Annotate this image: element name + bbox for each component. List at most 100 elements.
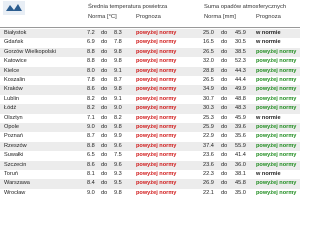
forecast: powyżej normy bbox=[256, 161, 297, 168]
cell: do bbox=[101, 133, 108, 140]
forecast: powyżej normy bbox=[136, 133, 177, 140]
cell: 9.6 bbox=[114, 161, 122, 168]
cell: 38.1 bbox=[235, 171, 246, 177]
cell: do bbox=[221, 133, 228, 140]
row-stripe bbox=[0, 29, 300, 39]
cell: 8.8 bbox=[87, 142, 95, 149]
cell: 9.0 bbox=[87, 124, 95, 130]
cell: 9.0 bbox=[87, 189, 95, 196]
cell: 8.2 bbox=[87, 105, 95, 112]
city: Gorzów Wielkopolski bbox=[4, 48, 56, 55]
cell: 55.9 bbox=[235, 142, 246, 149]
city: Rzeszów bbox=[4, 142, 27, 149]
logo bbox=[3, 1, 25, 15]
cell: 35.0 bbox=[235, 189, 246, 196]
forecast: powyżej normy bbox=[136, 77, 177, 83]
cell: 16.5 bbox=[203, 39, 214, 46]
city: Białystok bbox=[4, 30, 27, 36]
cell: 48.3 bbox=[235, 105, 246, 112]
cell: 45.9 bbox=[235, 30, 246, 36]
forecast: powyżej normy bbox=[136, 105, 177, 112]
cell: 9.0 bbox=[114, 105, 122, 112]
cell: do bbox=[221, 171, 228, 177]
row-stripe bbox=[0, 85, 300, 95]
cell: 8.3 bbox=[114, 30, 122, 36]
cell: 9.8 bbox=[114, 48, 122, 55]
forecast: powyżej normy bbox=[136, 189, 177, 196]
cell: do bbox=[101, 58, 108, 65]
cell: do bbox=[101, 77, 108, 83]
cell: do bbox=[221, 95, 228, 102]
forecast: powyżej normy bbox=[136, 114, 177, 121]
cell: do bbox=[221, 114, 228, 121]
city: Kielce bbox=[4, 67, 20, 74]
cell: 26.5 bbox=[203, 77, 214, 83]
cell: do bbox=[101, 124, 108, 130]
cell: 23.6 bbox=[203, 161, 214, 168]
forecast: powyżej normy bbox=[256, 67, 297, 74]
cell: 23.6 bbox=[203, 152, 214, 159]
cell: do bbox=[101, 105, 108, 112]
cell: 48.8 bbox=[235, 95, 246, 102]
cell: 41.4 bbox=[235, 152, 246, 159]
city: Szczecin bbox=[4, 161, 27, 168]
cell: 8.0 bbox=[87, 67, 95, 74]
cell: 36.0 bbox=[235, 161, 246, 168]
forecast: powyżej normy bbox=[136, 142, 177, 149]
forecast: powyżej normy bbox=[136, 67, 177, 74]
cell: 8.4 bbox=[87, 180, 95, 187]
group-header: Suma opadów atmosferycznych bbox=[204, 4, 287, 10]
cell: 30.5 bbox=[235, 39, 246, 46]
cell: 9.6 bbox=[114, 142, 122, 149]
forecast: powyżej normy bbox=[136, 30, 177, 36]
forecast: powyżej normy bbox=[136, 86, 177, 93]
cell: do bbox=[101, 48, 108, 55]
cell: 26.9 bbox=[203, 180, 214, 187]
cell: 37.4 bbox=[203, 142, 214, 149]
cell: do bbox=[221, 142, 228, 149]
sub-header: Prognoza bbox=[136, 14, 161, 20]
cell: do bbox=[221, 161, 228, 168]
cell: do bbox=[221, 39, 228, 46]
forecast: powyżej normy bbox=[136, 48, 177, 55]
cell: 30.3 bbox=[203, 105, 214, 112]
cell: 7.8 bbox=[114, 39, 122, 46]
row-stripe bbox=[0, 160, 300, 170]
cell: 6.9 bbox=[87, 39, 95, 46]
cell: do bbox=[101, 142, 108, 149]
row-stripe bbox=[0, 104, 300, 114]
cell: 8.6 bbox=[87, 86, 95, 93]
forecast: powyżej normy bbox=[256, 124, 297, 130]
cell: 32.0 bbox=[203, 58, 214, 65]
cell: do bbox=[221, 105, 228, 112]
cell: do bbox=[221, 48, 228, 55]
sub-header: Prognoza bbox=[256, 14, 281, 20]
cell: 8.1 bbox=[87, 171, 95, 177]
cell: 7.5 bbox=[114, 152, 122, 159]
cell: 28.8 bbox=[203, 67, 214, 74]
cell: 9.8 bbox=[114, 86, 122, 93]
cell: 7.8 bbox=[87, 77, 95, 83]
forecast: powyżej normy bbox=[256, 58, 297, 65]
forecast: powyżej normy bbox=[256, 180, 297, 187]
forecast: powyżej normy bbox=[136, 171, 177, 177]
cell: 9.8 bbox=[114, 58, 122, 65]
cell: do bbox=[221, 67, 228, 74]
cell: 9.3 bbox=[114, 171, 122, 177]
cell: 7.2 bbox=[87, 30, 95, 36]
row-stripe bbox=[0, 179, 300, 189]
forecast: powyżej normy bbox=[136, 95, 177, 102]
sub-header: Norma [°C] bbox=[88, 14, 117, 20]
forecast: powyżej normy bbox=[136, 124, 177, 130]
city: Kraków bbox=[4, 86, 23, 93]
forecast: powyżej normy bbox=[256, 152, 297, 159]
cell: 8.8 bbox=[87, 48, 95, 55]
city: Katowice bbox=[4, 58, 27, 65]
forecast: powyżej normy bbox=[256, 189, 297, 196]
city: Lublin bbox=[4, 95, 19, 102]
cell: 25.0 bbox=[203, 30, 214, 36]
cell: do bbox=[221, 58, 228, 65]
forecast: powyżej normy bbox=[256, 86, 297, 93]
forecast: powyżej normy bbox=[256, 105, 297, 112]
forecast-table: Średnia temperatura powietrza Suma opadó… bbox=[0, 1, 300, 196]
